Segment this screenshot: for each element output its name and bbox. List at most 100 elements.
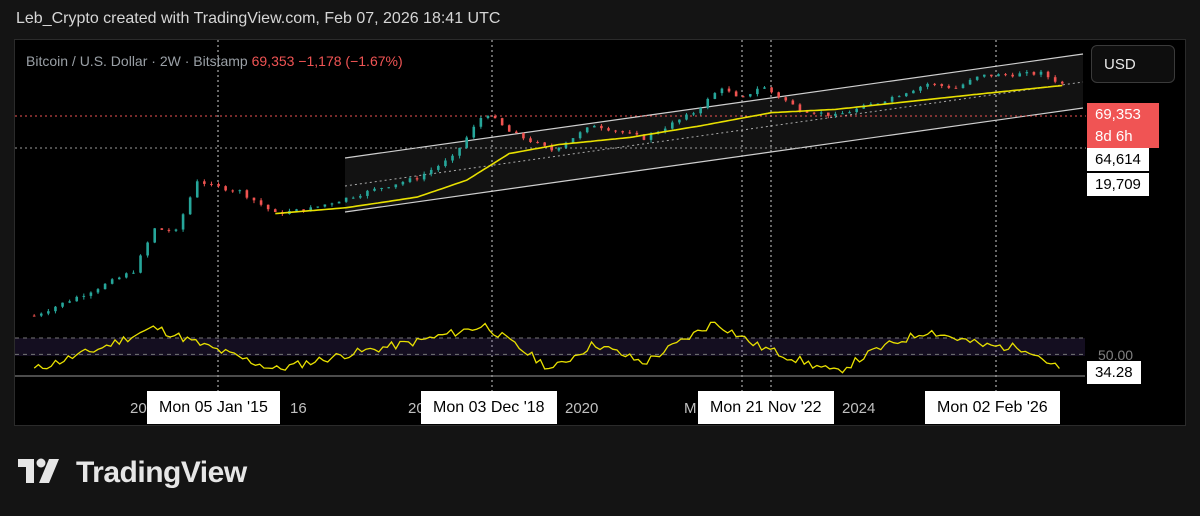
candle-body-115: [848, 112, 851, 114]
rsi-value-tag: 34.28: [1087, 361, 1141, 384]
candle-body-59: [451, 155, 454, 161]
date-label-jan15: Mon 05 Jan '15: [147, 391, 280, 424]
candle-body-113: [834, 113, 837, 116]
rsi-line: [33, 321, 1060, 374]
candle-body-46: [359, 195, 362, 198]
candle-body-91: [678, 119, 681, 123]
candle-body-4: [61, 302, 64, 307]
x-tick-2: 16: [290, 400, 307, 417]
symbol-name: Bitcoin / U.S. Dollar · 2W · Bitstamp: [26, 53, 248, 69]
candle-body-18: [160, 228, 164, 230]
candle-body-94: [699, 107, 702, 114]
level-tag-19709: 19,709: [1087, 173, 1149, 196]
candle-body-65: [493, 116, 497, 119]
candle-body-141: [1032, 72, 1036, 75]
x-tick-1: 20: [130, 400, 147, 417]
candle-body-51: [394, 184, 398, 188]
x-tick-5: M: [684, 400, 697, 417]
candle-body-133: [975, 76, 979, 80]
candle-body-58: [444, 160, 447, 167]
candle-body-1: [39, 313, 43, 316]
date-label-feb26: Mon 02 Feb '26: [925, 391, 1060, 424]
candle-body-60: [458, 147, 461, 156]
candle-body-41: [323, 204, 327, 207]
rsi-mid-label: 50.00: [1098, 347, 1134, 363]
candle-body-83: [621, 131, 624, 133]
candle-body-62: [472, 126, 476, 138]
candle-body-20: [174, 229, 178, 231]
candle-body-118: [869, 103, 873, 106]
candle-body-137: [1004, 74, 1007, 76]
candle-body-121: [890, 97, 894, 102]
candle-body-50: [387, 187, 390, 189]
candle-body-134: [982, 74, 986, 77]
candle-body-125: [919, 86, 922, 91]
candle-body-57: [437, 166, 440, 170]
candle-body-23: [195, 181, 199, 198]
candle-body-77: [578, 132, 582, 139]
candle-body-0: [32, 315, 36, 317]
candle-body-111: [819, 112, 823, 114]
candle-body-81: [607, 128, 610, 131]
candle-body-96: [713, 93, 717, 99]
candle-body-98: [727, 88, 731, 92]
candle-body-9: [96, 289, 100, 293]
candle-body-32: [259, 200, 263, 205]
chart-panel[interactable]: [14, 39, 1186, 426]
candle-body-109: [805, 111, 809, 113]
candle-body-92: [685, 114, 688, 120]
candle-body-53: [408, 178, 412, 182]
candle-body-42: [330, 203, 334, 205]
candle-body-39: [309, 207, 313, 212]
candle-body-132: [968, 79, 972, 85]
candle-body-144: [1053, 77, 1057, 82]
candle-body-52: [401, 181, 405, 185]
candle-body-93: [692, 113, 695, 115]
candle-body-124: [912, 90, 915, 94]
x-tick-4: 2020: [565, 400, 599, 417]
candle-body-16: [146, 242, 149, 256]
candle-body-72: [543, 142, 546, 146]
candle-body-89: [663, 128, 667, 132]
candle-body-28: [231, 190, 235, 192]
candle-body-26: [217, 183, 220, 187]
candle-body-106: [784, 97, 788, 101]
candle-body-14: [132, 272, 135, 274]
bar-countdown-tag: 8d 6h: [1087, 125, 1159, 148]
candle-body-47: [366, 190, 369, 196]
candle-body-49: [380, 187, 383, 189]
candle-body-6: [75, 296, 79, 302]
currency-button[interactable]: USD: [1091, 45, 1175, 83]
symbol-legend: Bitcoin / U.S. Dollar · 2W · Bitstamp 69…: [26, 53, 403, 69]
candle-body-129: [947, 85, 951, 88]
candle-body-140: [1025, 72, 1029, 74]
candle-body-123: [904, 93, 908, 97]
candle-body-7: [82, 295, 86, 297]
candle-body-19: [167, 229, 171, 231]
candle-body-11: [110, 279, 114, 284]
candle-body-138: [1011, 74, 1014, 77]
channel-band: [345, 54, 1083, 212]
candle-body-104: [770, 87, 773, 93]
candle-body-122: [897, 96, 901, 98]
candle-body-37: [295, 209, 298, 211]
candle-body-127: [933, 83, 936, 85]
candle-body-55: [422, 173, 426, 180]
candle-body-5: [68, 301, 71, 303]
candle-body-21: [181, 214, 185, 230]
candle-body-10: [103, 283, 107, 290]
candle-body-63: [479, 118, 483, 127]
candle-body-100: [741, 96, 745, 98]
rsi-band: [15, 338, 1085, 356]
brand: TradingView: [18, 455, 247, 491]
candle-body-67: [507, 125, 511, 132]
candle-body-78: [585, 127, 589, 133]
candle-body-64: [486, 116, 490, 119]
candle-body-142: [1039, 71, 1043, 75]
candle-body-45: [351, 197, 355, 199]
moving-average-line: [275, 84, 1063, 215]
candle-body-76: [571, 138, 575, 143]
candle-body-130: [954, 87, 958, 89]
candle-body-15: [139, 255, 142, 273]
